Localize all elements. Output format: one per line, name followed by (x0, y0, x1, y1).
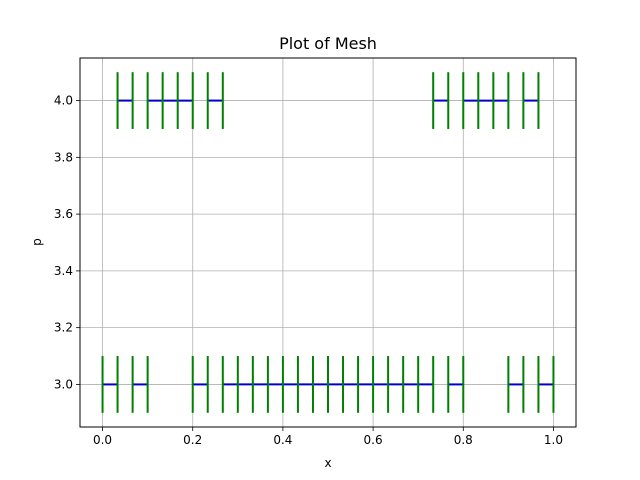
axis-ticks: 0.0 0.2 0.4 0.6 0.8 1.0 3.0 3.2 3.4 3.6 3.8 4.0 (54, 94, 563, 447)
x-tick-label: 1.0 (544, 433, 563, 447)
y-tick-label: 4.0 (54, 94, 73, 108)
x-tick-label: 0.4 (273, 433, 292, 447)
mesh-marks (101, 72, 555, 413)
y-axis-label: p (30, 238, 44, 246)
x-tick-label: 0.0 (93, 433, 112, 447)
plot-frame (79, 57, 577, 428)
x-tick-label: 0.2 (183, 433, 202, 447)
y-tick-label: 3.6 (54, 207, 73, 221)
y-tick-label: 3.8 (54, 150, 73, 164)
y-tick-label: 3.4 (54, 264, 73, 278)
x-axis-label: x (324, 456, 331, 470)
y-tick-label: 3.0 (54, 377, 73, 391)
x-tick-label: 0.6 (364, 433, 383, 447)
chart-title: Plot of Mesh (279, 34, 377, 53)
x-tick-label: 0.8 (454, 433, 473, 447)
y-tick-label: 3.2 (54, 321, 73, 335)
